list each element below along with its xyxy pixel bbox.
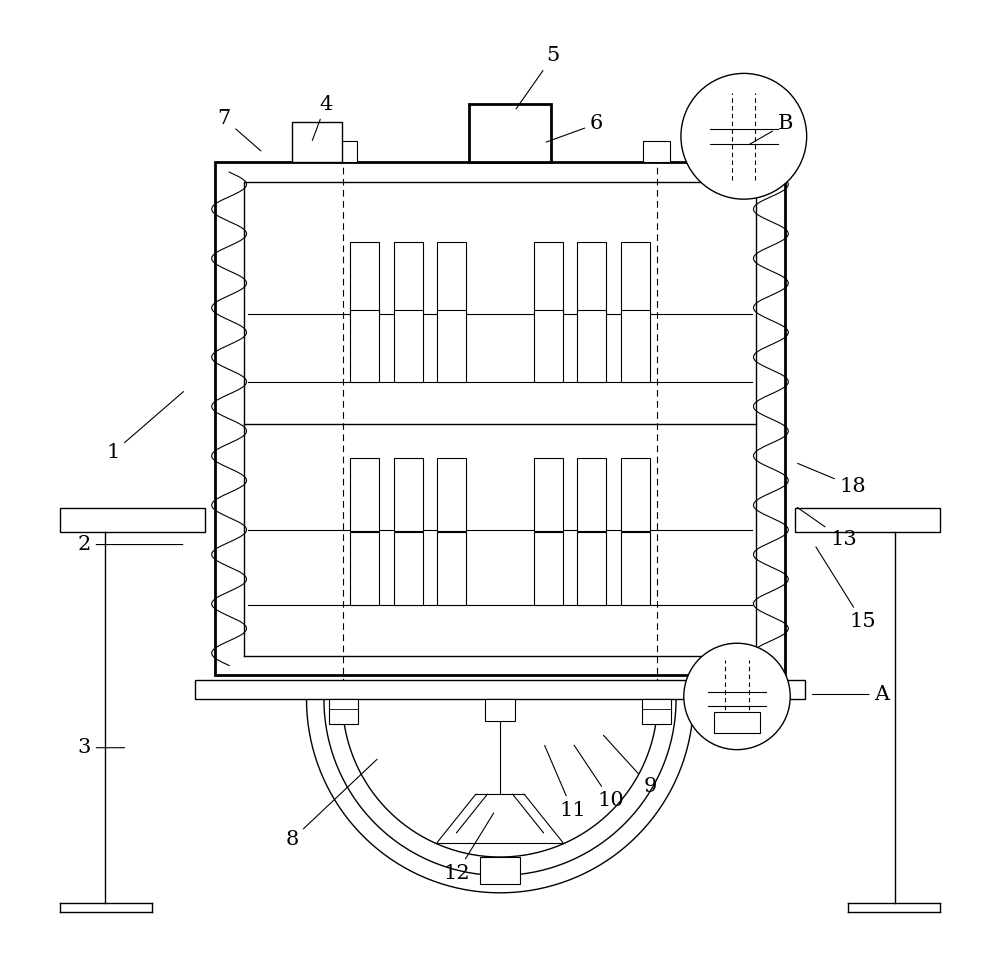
Bar	[485, 700, 515, 721]
Bar	[215, 162, 785, 675]
Bar	[795, 508, 940, 532]
Text: 12: 12	[443, 813, 494, 883]
Bar	[350, 310, 379, 382]
Text: 10: 10	[574, 745, 625, 811]
Bar	[394, 458, 423, 530]
Text: 15: 15	[816, 547, 876, 631]
Text: 11: 11	[545, 745, 586, 820]
Bar	[534, 242, 563, 315]
Bar	[577, 242, 606, 315]
Ellipse shape	[684, 643, 790, 749]
Bar	[329, 700, 358, 724]
Bar	[534, 310, 563, 382]
Bar	[437, 310, 466, 382]
Bar	[394, 242, 423, 315]
Bar	[350, 458, 379, 530]
Bar	[350, 532, 379, 605]
Bar	[642, 700, 671, 724]
Bar	[394, 532, 423, 605]
Bar	[621, 532, 650, 605]
Bar	[621, 242, 650, 315]
Text: B: B	[749, 114, 793, 145]
Bar	[195, 680, 805, 700]
Bar	[350, 242, 379, 315]
Bar	[577, 532, 606, 605]
Bar	[534, 532, 563, 605]
Bar	[577, 310, 606, 382]
Bar	[469, 104, 551, 162]
Bar	[577, 458, 606, 530]
Text: 4: 4	[312, 94, 332, 140]
Text: 5: 5	[516, 47, 560, 109]
Bar	[60, 508, 205, 532]
Text: 18: 18	[798, 463, 866, 496]
Bar	[437, 242, 466, 315]
Text: 6: 6	[546, 114, 603, 142]
Bar	[292, 122, 342, 162]
Bar	[480, 857, 520, 884]
Bar	[534, 458, 563, 530]
Ellipse shape	[681, 73, 807, 199]
Bar	[437, 458, 466, 530]
Bar	[714, 712, 760, 734]
Text: 1: 1	[106, 391, 183, 462]
Text: 3: 3	[77, 739, 125, 757]
Text: 8: 8	[285, 759, 377, 849]
Text: 9: 9	[603, 736, 657, 796]
Bar	[621, 458, 650, 530]
Bar	[643, 141, 670, 162]
Bar	[330, 141, 357, 162]
Text: 7: 7	[218, 109, 261, 151]
Text: 2: 2	[77, 535, 183, 554]
Text: A: A	[812, 685, 890, 704]
Bar	[394, 310, 423, 382]
Bar	[621, 310, 650, 382]
Bar	[437, 532, 466, 605]
Text: 13: 13	[797, 508, 857, 549]
